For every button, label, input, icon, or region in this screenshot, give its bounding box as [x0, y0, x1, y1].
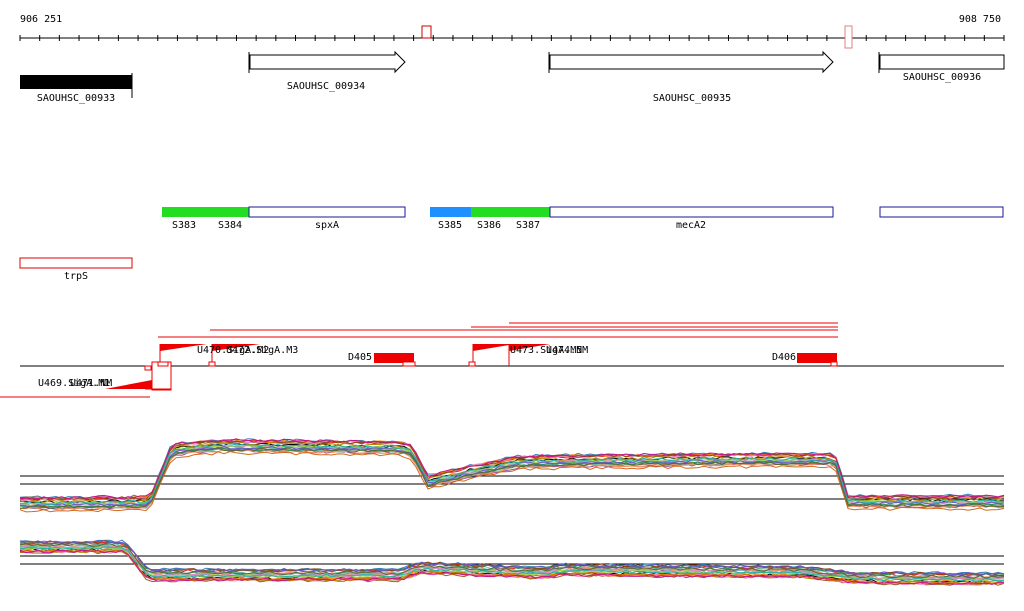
feature-label-u472: U472.SigA.M3 — [226, 345, 298, 356]
segment-track: S383 S384 spxA S385 S386 S387 mecA2 — [162, 206, 1004, 231]
promoter-u469[interactable] — [105, 380, 152, 389]
gene-label-00933: SAOUHSC_00933 — [37, 93, 115, 104]
gene-label-00935: SAOUHSC_00935 — [653, 93, 731, 104]
feature-label-u471: U471.NM — [70, 378, 112, 389]
segment-meca2[interactable] — [549, 206, 834, 218]
position-ruler — [19, 25, 1005, 49]
segment-unlabeled[interactable] — [879, 206, 1004, 218]
segment-label-s383: S383 — [172, 220, 196, 231]
segment-s385[interactable] — [430, 207, 471, 217]
feature-label-u474: U474.NM — [546, 345, 588, 356]
gene-label-00936: SAOUHSC_00936 — [903, 72, 981, 83]
expression-profile-line — [19, 546, 1005, 582]
trps-label: trpS — [64, 271, 88, 282]
feature-d405[interactable] — [374, 353, 414, 363]
promoter-u474[interactable] — [509, 344, 550, 351]
expression-track-top — [19, 438, 1005, 513]
expression-profile-line — [19, 438, 1005, 500]
segment-label-spxa: spxA — [315, 220, 339, 231]
promoter-u473[interactable] — [473, 344, 515, 351]
gene-saouhsc-00936[interactable] — [879, 54, 1005, 70]
segment-label-s387: S387 — [516, 220, 540, 231]
segment-s387[interactable] — [511, 207, 550, 217]
expression-track-bottom — [19, 539, 1005, 586]
coord-start: 906 251 — [20, 14, 62, 25]
segment-s384[interactable] — [206, 207, 249, 217]
expression-profile-line — [19, 439, 1005, 501]
segment-label-s385: S385 — [438, 220, 462, 231]
segment-label-s384: S384 — [218, 220, 242, 231]
segment-s386[interactable] — [471, 207, 511, 217]
expression-profile-line — [19, 441, 1005, 504]
coord-end: 908 750 — [959, 14, 1001, 25]
trps-box[interactable] — [19, 257, 133, 269]
gene-label-00934: SAOUHSC_00934 — [287, 81, 365, 92]
gene-saouhsc-00933[interactable] — [20, 75, 132, 89]
promoter-u470[interactable] — [160, 344, 207, 351]
feature-track: U470.SigA.M2 U472.SigA.M3 D405 U473.SigA… — [0, 322, 1004, 398]
feature-label-u470: U470.SigA.M2 — [197, 345, 269, 356]
expression-profile-line — [19, 450, 1005, 513]
ruler-highlight-2[interactable] — [844, 25, 853, 49]
expression-profile-line — [19, 447, 1005, 509]
feature-label-d406: D406 — [772, 352, 796, 363]
feature-label-u473: U473.SigA.M5 — [510, 345, 582, 356]
gene-saouhsc-00934[interactable] — [249, 50, 406, 74]
segment-s383[interactable] — [162, 207, 206, 217]
promoter-u472[interactable] — [212, 344, 260, 351]
expression-profile-line — [19, 549, 1005, 585]
segment-spxa[interactable] — [248, 206, 406, 218]
feature-d406[interactable] — [797, 353, 837, 363]
expression-profile-line — [19, 540, 1005, 576]
expression-profile-line — [19, 443, 1005, 505]
gene-track: SAOUHSC_00933 SAOUHSC_00934 SAOUHSC_0093… — [20, 50, 1005, 104]
feature-label-d405: D405 — [348, 352, 372, 363]
ruler-highlight-1[interactable] — [421, 25, 432, 39]
gene-saouhsc-00935[interactable] — [549, 50, 834, 74]
feature-label-u469: U469.SigA.M1 — [38, 378, 110, 389]
expression-profile-line — [19, 543, 1005, 579]
expression-profile-line — [19, 548, 1005, 585]
segment-label-meca2: mecA2 — [676, 220, 706, 231]
segment-label-s386: S386 — [477, 220, 501, 231]
